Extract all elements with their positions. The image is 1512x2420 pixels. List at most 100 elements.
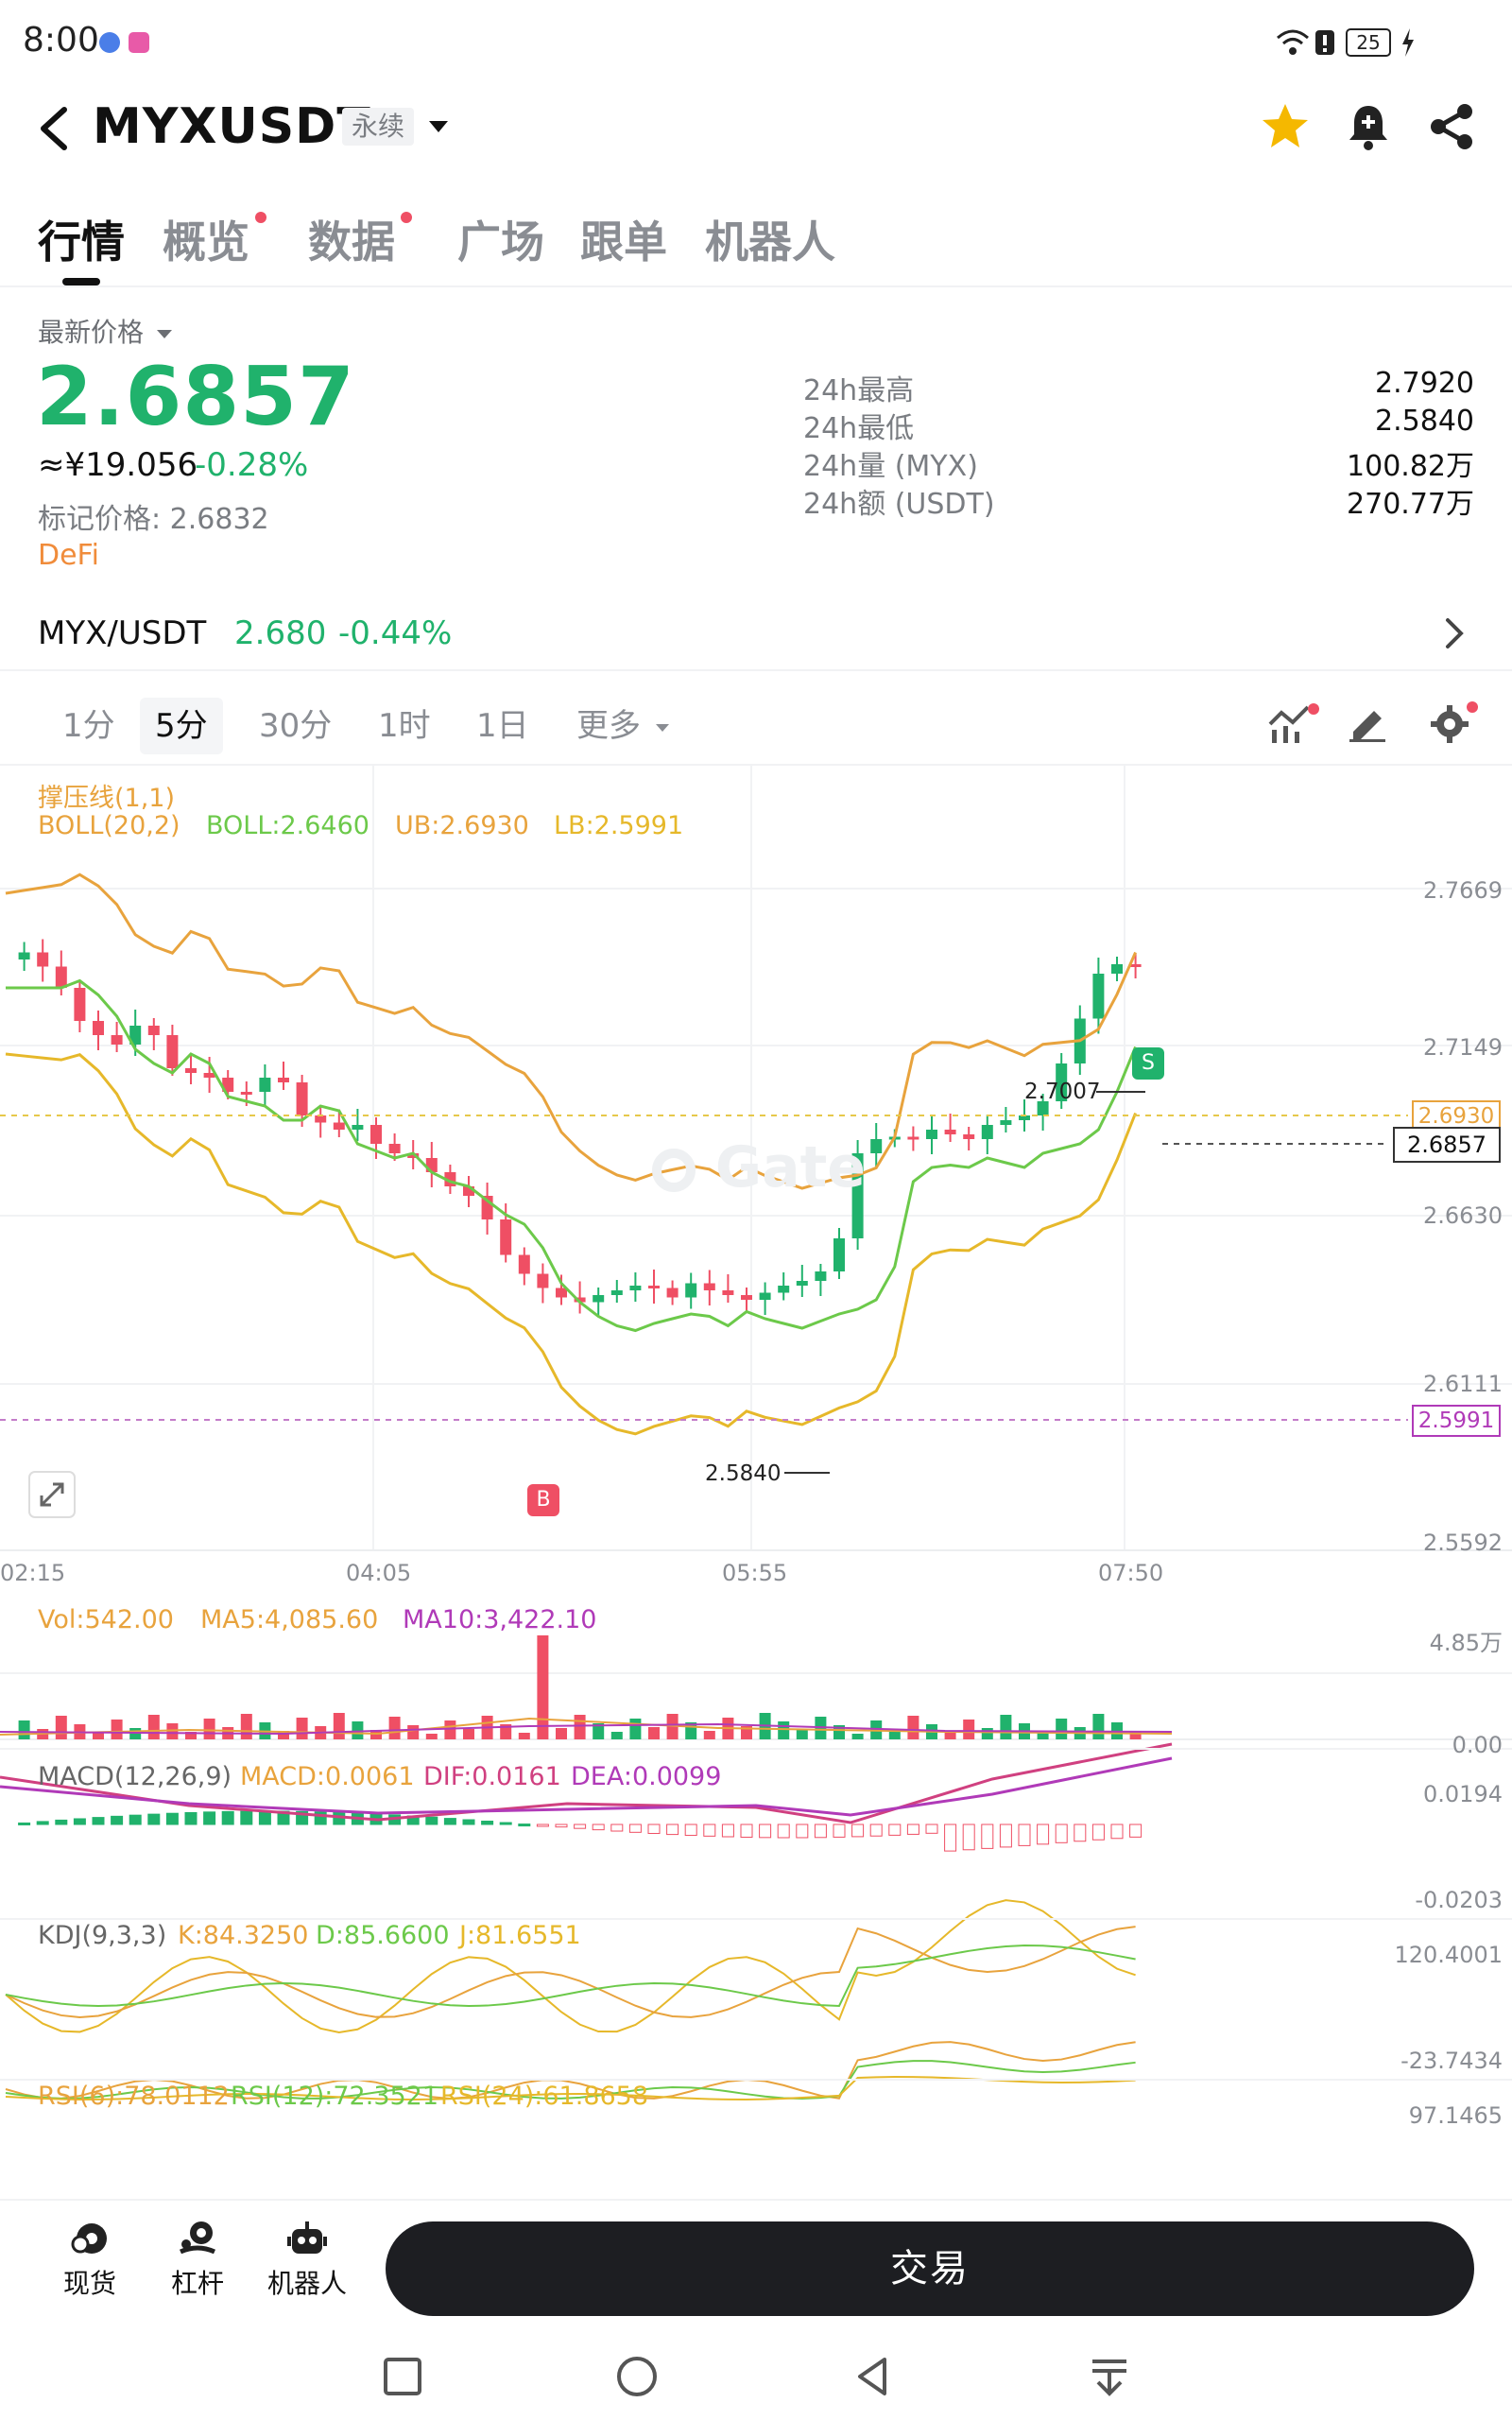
chevron-right-icon[interactable] (1440, 616, 1467, 650)
favorite-star-icon[interactable] (1259, 100, 1312, 153)
recent-apps-icon[interactable] (382, 2356, 423, 2397)
chart-mark-189 (129, 1814, 142, 1825)
macd-axis-min: -0.0203 (1415, 1887, 1503, 1913)
fullscreen-expand-icon[interactable] (28, 1471, 76, 1518)
chart-mark-195 (240, 1810, 253, 1825)
buy-marker[interactable]: B (527, 1484, 559, 1516)
tab-overview[interactable]: 概览 (163, 216, 249, 268)
last-price-tag: 2.6857 (1393, 1127, 1501, 1163)
draw-pencil-icon[interactable] (1346, 701, 1391, 743)
timeframe-1h[interactable]: 1时 (378, 707, 431, 745)
chart-mark-243 (1129, 1824, 1143, 1838)
volume-ma5-label: MA5:4,085.60 (200, 1605, 379, 1634)
chart-mark-211 (536, 1824, 549, 1827)
chart-mark-121 (1129, 964, 1142, 967)
latest-price-label[interactable]: 最新价格 (38, 312, 173, 350)
time-axis-1: 02:15 (0, 1560, 66, 1586)
tab-market[interactable]: 行情 (38, 216, 125, 268)
stat-volume-value: 100.82万 (1347, 450, 1474, 483)
chart-mark-103 (963, 1134, 975, 1139)
chart-mark-13 (129, 1026, 142, 1045)
chart-mark-65 (610, 1290, 623, 1295)
chart-mark-1 (18, 952, 30, 959)
boll-ub-label: UB:2.6930 (395, 811, 529, 840)
chart-mark-130 (166, 1723, 179, 1739)
chart-mark-150 (537, 1635, 549, 1739)
tab-bots[interactable]: 机器人 (705, 216, 835, 268)
chart-mark-164 (796, 1730, 808, 1739)
chart-mark-63 (593, 1295, 605, 1303)
volume-axis-max: 4.85万 (1429, 1630, 1503, 1656)
boll-upper-line (5, 873, 1137, 1190)
chart-mark-227 (833, 1824, 846, 1838)
chart-mark-236 (999, 1824, 1012, 1848)
category-tag[interactable]: DeFi (38, 539, 99, 572)
price-axis-1: 2.7669 (1423, 877, 1503, 904)
gate-logo-icon (652, 1149, 696, 1193)
battery-level: 25 (1356, 31, 1381, 54)
price-change-percent: -0.28% (195, 446, 309, 484)
chart-mark-67 (629, 1286, 642, 1290)
chart-mark-190 (147, 1813, 161, 1825)
pair-dropdown-icon[interactable] (427, 119, 450, 134)
chart-mark-61 (574, 1297, 586, 1303)
boll-params-label: BOLL(20,2) (38, 811, 180, 840)
tab-data[interactable]: 数据 (308, 216, 395, 268)
timeframe-30m[interactable]: 30分 (259, 707, 333, 745)
sell-marker[interactable]: S (1132, 1047, 1164, 1080)
price-alert-bell-icon[interactable] (1342, 100, 1395, 153)
tab-copy-trading[interactable]: 跟单 (580, 216, 667, 268)
bottom-robot[interactable]: 机器人 (255, 2220, 359, 2301)
chart-mark-228 (851, 1824, 865, 1838)
chart-mark-43 (407, 1153, 420, 1158)
chart-mark-21 (203, 1073, 215, 1078)
timeframe-1d[interactable]: 1日 (476, 707, 529, 745)
chart-mark-59 (556, 1288, 567, 1298)
chart-mark-172 (944, 1733, 956, 1739)
kdj-axis-max: 120.4001 (1394, 1942, 1503, 1968)
pair-title[interactable]: MYXUSDT (93, 98, 371, 155)
chart-mark-99 (926, 1130, 937, 1139)
timeframe-more[interactable]: 更多 (561, 698, 685, 754)
macd-params-label: MACD(12,26,9) (38, 1762, 232, 1791)
chart-mark-101 (944, 1130, 956, 1134)
candlestick-chart[interactable] (0, 766, 1512, 2203)
chart-mark-221 (721, 1824, 734, 1838)
timeframe-1m[interactable]: 1分 (62, 707, 115, 745)
chart-mark-188 (111, 1815, 124, 1825)
indicator-icon[interactable] (1266, 700, 1323, 745)
chart-mark-79 (741, 1295, 752, 1300)
chart-mark-224 (777, 1824, 790, 1839)
bottom-spot[interactable]: 现货 (38, 2220, 142, 2301)
volume-ma10-label: MA10:3,422.10 (403, 1605, 597, 1634)
chart-mark-140 (352, 1721, 364, 1739)
back-arrow-icon[interactable] (32, 102, 79, 155)
chart-mark-226 (814, 1824, 827, 1839)
rsi24-label: RSI(24):61.8658 (440, 2082, 649, 2111)
chart-mark-225 (796, 1824, 809, 1839)
timeframe-5m[interactable]: 5分 (140, 698, 223, 754)
share-icon[interactable] (1425, 100, 1478, 153)
perpetual-badge[interactable]: 永续 (342, 108, 415, 146)
tab-square[interactable]: 广场 (457, 216, 544, 268)
chart-mark-184 (36, 1821, 49, 1825)
sim-alert-icon (1314, 28, 1336, 57)
chart-mark-51 (481, 1196, 493, 1219)
mark-price: 标记价格: 2.6832 (38, 503, 269, 536)
spot-pair-row[interactable] (0, 605, 1512, 664)
chart-mark-71 (666, 1288, 679, 1298)
low-annotation: 2.5840 (705, 1461, 782, 1486)
trade-button[interactable]: 交易 (386, 2221, 1474, 2316)
chart-settings-gear-icon[interactable] (1429, 700, 1482, 745)
chart-mark-175 (1000, 1715, 1012, 1739)
lb-price-tag: 2.5991 (1412, 1405, 1501, 1437)
home-icon[interactable] (616, 2356, 658, 2397)
chart-mark-5 (55, 966, 67, 988)
back-nav-icon[interactable] (852, 2356, 894, 2397)
chart-mark-31 (296, 1082, 308, 1115)
chart-mark-230 (888, 1824, 902, 1836)
chart-mark-242 (1110, 1824, 1124, 1840)
time-axis-2: 04:05 (346, 1560, 412, 1586)
notification-shade-icon[interactable] (1089, 2356, 1130, 2397)
bottom-leverage[interactable]: 杠杆 (146, 2220, 249, 2301)
